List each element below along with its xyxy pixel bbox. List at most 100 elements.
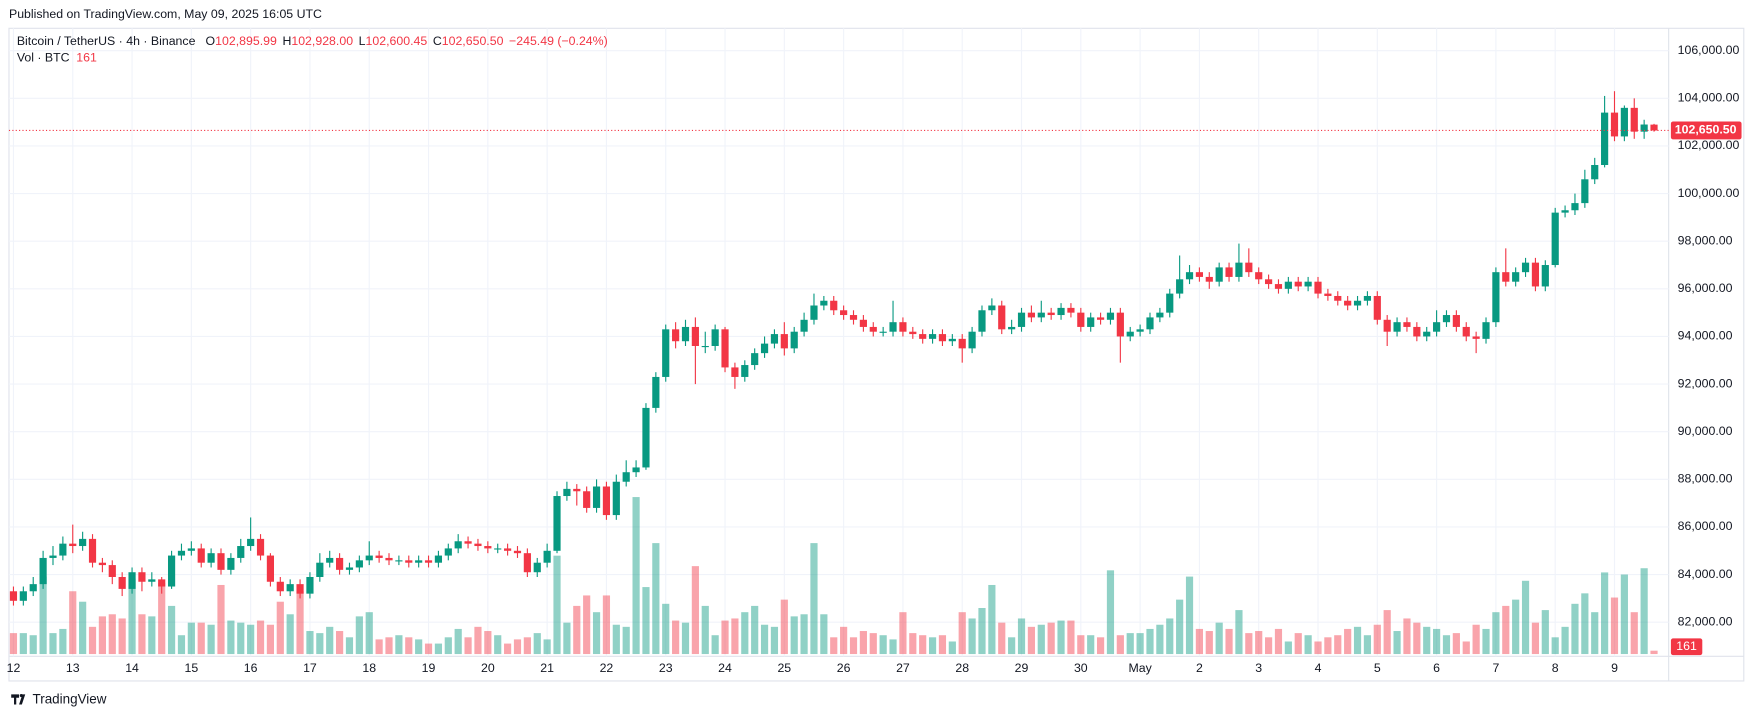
- volume-bar: [642, 587, 650, 655]
- candle-body: [1265, 279, 1273, 285]
- volume-bar: [1017, 618, 1026, 655]
- grid: [8, 28, 1669, 657]
- candle-body: [1581, 179, 1589, 204]
- candle-body: [662, 329, 670, 377]
- volume-bar: [1057, 620, 1065, 655]
- candle-body: [79, 538, 87, 547]
- candle-body: [1482, 322, 1490, 339]
- candle-body: [1433, 322, 1441, 332]
- candle-body: [741, 365, 749, 377]
- candle-body: [256, 538, 265, 556]
- volume-bar: [701, 605, 709, 655]
- candle-body: [1255, 272, 1263, 280]
- volume-bar: [1403, 618, 1411, 655]
- volume-bar: [29, 635, 37, 655]
- candle-body: [59, 543, 67, 556]
- x-tick-label: 30: [1074, 661, 1088, 675]
- candle-body: [938, 334, 947, 342]
- candle-body: [19, 591, 27, 601]
- candle-body: [1630, 107, 1638, 132]
- ohlc: O102,895.99 H102,928.00 L102,600.45 C102,65…: [206, 34, 504, 48]
- candle-body: [494, 548, 502, 550]
- x-tick-label: 8: [1552, 661, 1559, 675]
- last-price-label: 102,650.50: [1675, 123, 1737, 137]
- candle-body: [523, 553, 531, 573]
- volume-bar: [237, 622, 245, 655]
- volume-bar: [484, 631, 492, 655]
- volume-bar: [395, 635, 403, 655]
- volume-bar: [1265, 637, 1273, 655]
- candle-body: [1610, 112, 1619, 137]
- volume-bar: [731, 618, 739, 655]
- y-tick-label: 94,000.00: [1678, 329, 1733, 343]
- volume-bar: [672, 620, 680, 655]
- candle-body: [899, 322, 907, 332]
- candle-body: [652, 376, 660, 408]
- volume-bar: [1126, 633, 1134, 655]
- candle-body: [988, 305, 996, 311]
- candle-body: [375, 555, 383, 558]
- volume-bar: [583, 595, 591, 655]
- candle-body: [1601, 112, 1609, 166]
- volume-bar: [721, 620, 729, 655]
- volume-bar: [1096, 637, 1105, 655]
- candle-body: [1334, 295, 1342, 301]
- volume-bar: [266, 624, 275, 655]
- volume-bar: [1344, 628, 1352, 655]
- candle-body: [1304, 281, 1312, 287]
- volume-bar: [770, 626, 779, 655]
- volume-bar: [820, 614, 828, 655]
- candle-body: [553, 496, 561, 551]
- candle-body: [128, 572, 136, 589]
- volume-bar: [592, 612, 601, 655]
- ohlc-value: 102,895.99: [215, 34, 277, 48]
- candle-body: [138, 572, 146, 582]
- candle-body: [1176, 279, 1184, 294]
- volume-bar: [1314, 641, 1322, 655]
- candle-body: [909, 331, 917, 335]
- candle-body: [1126, 331, 1134, 337]
- candle-body: [919, 334, 927, 339]
- volume-bar: [1255, 631, 1263, 655]
- volume-bar: [849, 637, 858, 655]
- candle-body: [1620, 107, 1628, 137]
- volume-bar: [1077, 635, 1085, 655]
- candle-body: [1225, 267, 1233, 277]
- volume-bar: [1551, 637, 1559, 655]
- candle-body: [217, 553, 225, 570]
- candle-body: [1274, 284, 1283, 289]
- candle-body: [1235, 262, 1243, 277]
- candle-body: [642, 407, 650, 468]
- volume-bar: [49, 633, 57, 655]
- candle-body: [276, 581, 284, 592]
- volume-bar: [79, 601, 87, 655]
- volume-bar: [780, 599, 788, 655]
- volume-bar: [1610, 597, 1619, 655]
- candle-body: [1037, 312, 1045, 318]
- candle-body: [1551, 212, 1559, 266]
- x-tick-label: 29: [1015, 661, 1029, 675]
- volume-bar: [622, 626, 630, 655]
- volume-bar: [355, 616, 363, 655]
- candle-body: [177, 550, 186, 556]
- candle-body: [1096, 317, 1105, 320]
- candle-body: [454, 541, 462, 549]
- volume-bar: [1027, 626, 1035, 655]
- candle-body: [1087, 317, 1095, 327]
- volume-bar: [286, 614, 294, 655]
- candle-body: [1195, 272, 1203, 277]
- volume-bar: [1442, 635, 1451, 655]
- volume-bar: [88, 626, 97, 655]
- candle-body: [1067, 307, 1075, 313]
- candle-body: [1472, 336, 1480, 339]
- volume-bar: [1433, 628, 1441, 655]
- volume-bar: [1413, 622, 1421, 655]
- candle-body: [1363, 295, 1372, 301]
- candle-body: [444, 548, 452, 556]
- volume-bar: [790, 616, 798, 655]
- x-tick-label: 22: [600, 661, 614, 675]
- volume-bar: [958, 612, 966, 655]
- candle-body: [533, 562, 541, 573]
- last-price-box: [1670, 121, 1742, 140]
- volume-bar: [1630, 612, 1638, 655]
